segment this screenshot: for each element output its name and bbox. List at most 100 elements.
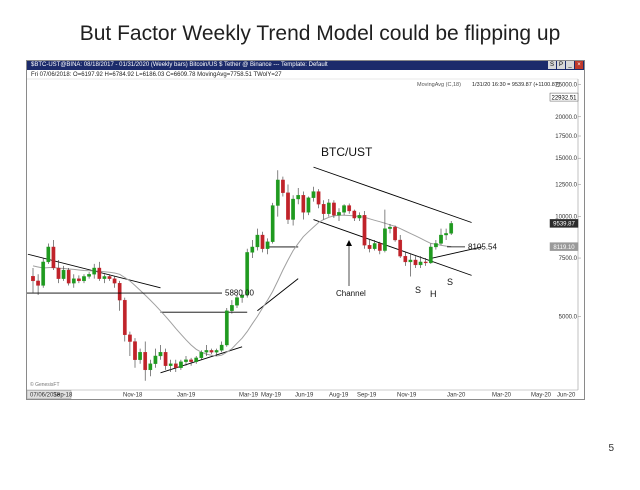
candle-body-down [332,202,336,216]
candle-body-up [342,205,346,213]
candle [275,170,280,217]
y-tick-label: 7500.0 [559,256,578,262]
candle-body-down [66,269,71,284]
candle-body-up [194,357,199,362]
candle-body-down [260,234,265,249]
watermark: © GenesisFT [30,381,60,388]
candle [102,274,107,284]
candle [250,240,255,259]
x-tick-label: 07/06/2018 [30,393,61,399]
price-flag-box [549,219,579,228]
candle-body-down [107,276,112,279]
candle-body-down [97,267,102,279]
candle-body-down [77,278,81,282]
candle [46,243,51,264]
candle [398,235,403,259]
price-flag-box [549,242,579,251]
candle-body-down [122,299,127,335]
candle-body-up [311,191,316,198]
candle [357,212,362,221]
candle [173,359,178,372]
candle-body-up [265,241,270,249]
x-tick-label: Jun-19 [295,393,314,399]
candle-body-up [418,261,423,266]
page-number: 5 [608,443,614,454]
candle [316,189,321,209]
close-button[interactable]: × [575,61,583,69]
candle [31,267,35,293]
candle-body-down [56,267,61,279]
candle [184,355,188,366]
candle [92,263,97,279]
candle [311,186,316,202]
candle [332,200,336,219]
candle [128,331,132,356]
candle-body-down [173,363,178,368]
candle-body-down [128,334,132,342]
x-tick-label: Nov-18 [123,393,143,399]
indicator-label: MovingAvg (C,18) [417,82,461,88]
price-flag-box [549,92,579,102]
candle-body-up [439,234,443,244]
candle [281,176,285,197]
candle-body-up [408,259,413,263]
candle-body-down [36,280,40,286]
sync-button[interactable]: S [548,61,556,69]
candle-body-up [235,297,239,306]
candle [265,238,270,255]
candle [286,184,290,224]
x-tick-label: May-20 [531,393,552,399]
x-tick-label: Jan-20 [447,393,466,399]
candle [383,209,387,253]
candle-body-down [143,352,148,371]
x-tick-label: May-19 [261,393,282,399]
pattern-h-label: H [430,289,437,299]
candle-body-down [209,350,214,353]
candle-body-down [423,261,428,264]
candle-body-up [46,246,51,263]
candle [403,252,408,266]
x-tick-highlight [27,390,72,399]
candle [168,359,173,372]
candle-body-up [240,294,244,298]
candle-body-down [321,204,326,214]
candle-body-up [357,215,362,219]
candle [388,223,392,234]
candle [291,195,295,226]
candle [51,240,56,271]
pin-button[interactable]: P [557,61,565,69]
candle-body-down [352,210,357,219]
candle-body-up [270,205,275,242]
candle [117,280,122,311]
candle [240,290,244,303]
price-flag: 9539.87 [549,219,579,228]
candle [112,276,117,288]
chart-window: $BTC-UST@BINA: 08/18/2017 - 01/31/2020 (… [26,60,585,400]
candle-body-up [372,243,377,249]
candle-body-up [214,350,219,353]
x-tick-label: Jun-20 [557,393,576,399]
candle [179,359,183,370]
candle-body-up [179,361,183,368]
candle-body-up [153,355,158,364]
candle-body-up [326,202,331,214]
candle [71,274,76,288]
x-tick-label: Nov-19 [397,393,417,399]
x-tick-label: Aug-19 [329,393,349,399]
candle [439,228,443,246]
price-flag-label: 8119.10 [553,245,575,251]
candle [326,199,331,217]
x-tick-label: Sep-18 [53,393,73,399]
candle [270,202,275,244]
x-tick-label: Jan-19 [177,393,196,399]
window-titlebar[interactable]: $BTC-UST@BINA: 08/18/2017 - 01/31/2020 (… [27,61,584,70]
candle [301,191,306,220]
candle [352,209,357,221]
candle [393,225,397,242]
minimize-button[interactable]: _ [566,61,574,69]
channel-label: Channel [336,289,366,298]
candle-body-down [393,226,397,241]
price-chart[interactable]: Fri 07/06/2018: O=6197.92 H=6784.92 L=61… [27,70,584,399]
candle-body-up [337,212,341,216]
candle-body-up [82,276,86,282]
